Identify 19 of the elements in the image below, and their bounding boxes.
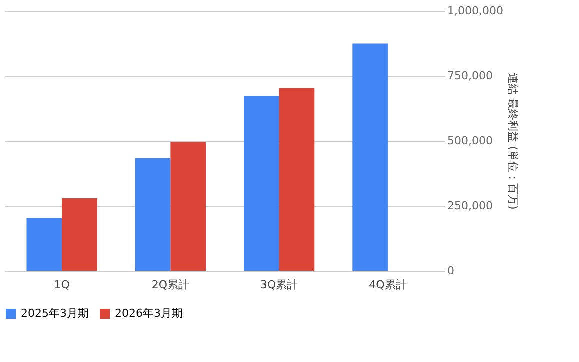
y2-tick-label: 250,000 (448, 200, 493, 212)
bar (170, 142, 206, 271)
x-tick-label: 1Q (54, 278, 70, 292)
legend-label: 2025年3月期 (21, 307, 89, 320)
x-tick-label: 2Q累計 (152, 278, 190, 292)
bar (244, 96, 280, 271)
legend-label: 2026年3月期 (115, 307, 183, 320)
y2-tick-label: 1,000,000 (448, 4, 504, 18)
bar (135, 158, 171, 271)
bar (62, 198, 98, 271)
y2-tick-label: 750,000 (448, 70, 493, 82)
x-tick-label: 3Q累計 (260, 278, 298, 292)
y2-tick-label: 500,000 (448, 134, 493, 148)
bar (352, 44, 388, 271)
x-tick-label: 4Q累計 (369, 278, 407, 292)
bar (279, 88, 315, 271)
y2-axis-title: 連結 最終利益 (単位：百万) (506, 73, 520, 210)
bar (26, 218, 62, 271)
y2-tick-label: 0 (448, 264, 454, 278)
